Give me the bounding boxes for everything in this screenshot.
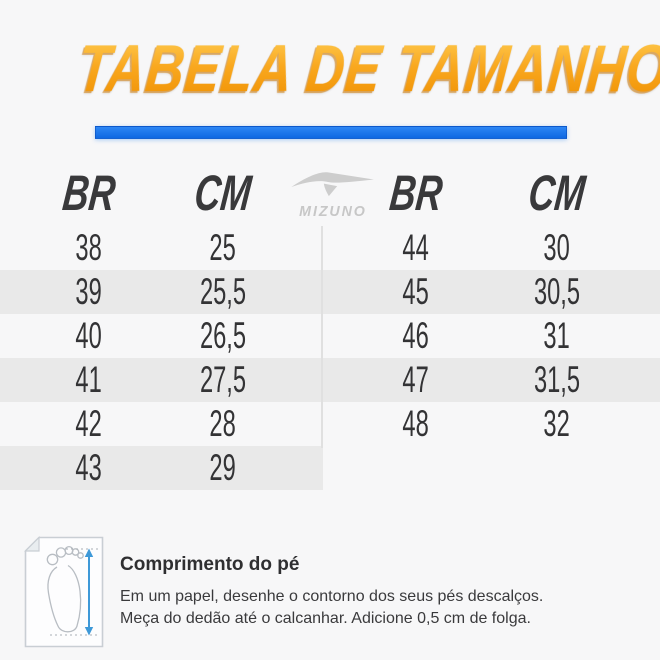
cm-size: 32 <box>543 403 571 444</box>
cm-size: 31,5 <box>533 359 581 400</box>
br-size: 46 <box>402 315 430 356</box>
table-row: 38 25 <box>0 226 323 270</box>
table-rows-right: 44 30 45 30,5 46 31 47 31,5 48 32 <box>323 226 660 446</box>
cm-size: 27,5 <box>199 359 247 400</box>
page-title-text: TABELA DE TAMANHOS <box>74 30 660 106</box>
table-row: 44 30 <box>323 226 660 270</box>
br-size: 39 <box>75 271 103 312</box>
br-size: 48 <box>402 403 430 444</box>
br-size: 38 <box>75 227 103 268</box>
foot-measure-icon <box>22 536 106 653</box>
cm-size: 26,5 <box>199 315 247 356</box>
size-table-left: BR CM 38 25 39 25,5 40 26,5 41 27,5 42 2… <box>0 160 323 490</box>
instructions-line1: Em um papel, desenhe o contorno dos seus… <box>120 588 544 605</box>
br-size: 41 <box>75 359 103 400</box>
mizuno-wordmark: MIZUNO <box>299 203 367 220</box>
mizuno-runbird-icon <box>291 172 374 197</box>
cm-size: 25 <box>209 227 237 268</box>
table-row: 47 31,5 <box>323 358 660 402</box>
table-row: 46 31 <box>323 314 660 358</box>
mizuno-logo: MIZUNO <box>283 167 383 220</box>
table-row: 39 25,5 <box>0 270 323 314</box>
cm-size: 30,5 <box>533 271 581 312</box>
table-row: 48 32 <box>323 402 660 446</box>
br-size: 44 <box>402 227 430 268</box>
table-header-left: BR CM <box>0 160 323 226</box>
header-cm: CM <box>526 165 588 221</box>
size-table-right: BR CM 44 30 45 30,5 46 31 47 31,5 48 32 <box>323 160 660 446</box>
cm-size: 28 <box>209 403 237 444</box>
page-title: TABELA DE TAMANHOS <box>0 30 660 106</box>
table-center-divider <box>321 226 323 448</box>
instructions-heading: Comprimento do pé <box>120 554 300 575</box>
cm-size: 25,5 <box>199 271 247 312</box>
table-row: 42 28 <box>0 402 323 446</box>
table-row: 40 26,5 <box>0 314 323 358</box>
table-rows-left: 38 25 39 25,5 40 26,5 41 27,5 42 28 43 2… <box>0 226 323 490</box>
header-cm: CM <box>192 165 254 221</box>
table-row: 41 27,5 <box>0 358 323 402</box>
table-row: 43 29 <box>0 446 323 490</box>
br-size: 42 <box>75 403 103 444</box>
br-size: 43 <box>75 447 103 488</box>
title-underline <box>95 126 567 139</box>
br-size: 45 <box>402 271 430 312</box>
cm-size: 29 <box>209 447 237 488</box>
instructions-line2: Meça do dedão até o calcanhar. Adicione … <box>120 610 531 627</box>
br-size: 47 <box>402 359 430 400</box>
cm-size: 31 <box>543 315 571 356</box>
cm-size: 30 <box>543 227 571 268</box>
measure-instructions: Comprimento do pé Em um papel, desenhe o… <box>120 554 600 630</box>
br-size: 40 <box>75 315 103 356</box>
header-br: BR <box>60 165 118 221</box>
table-row: 45 30,5 <box>323 270 660 314</box>
